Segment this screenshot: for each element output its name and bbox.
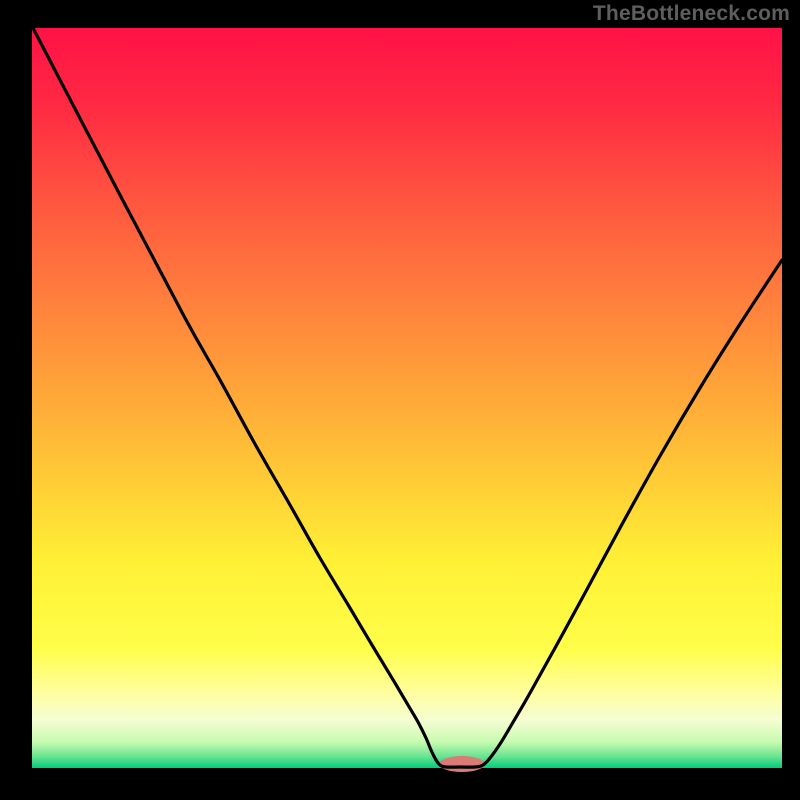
bottleneck-chart xyxy=(0,0,800,800)
plot-background xyxy=(32,28,782,768)
watermark-text: TheBottleneck.com xyxy=(593,2,790,26)
bottleneck-marker xyxy=(439,756,485,772)
